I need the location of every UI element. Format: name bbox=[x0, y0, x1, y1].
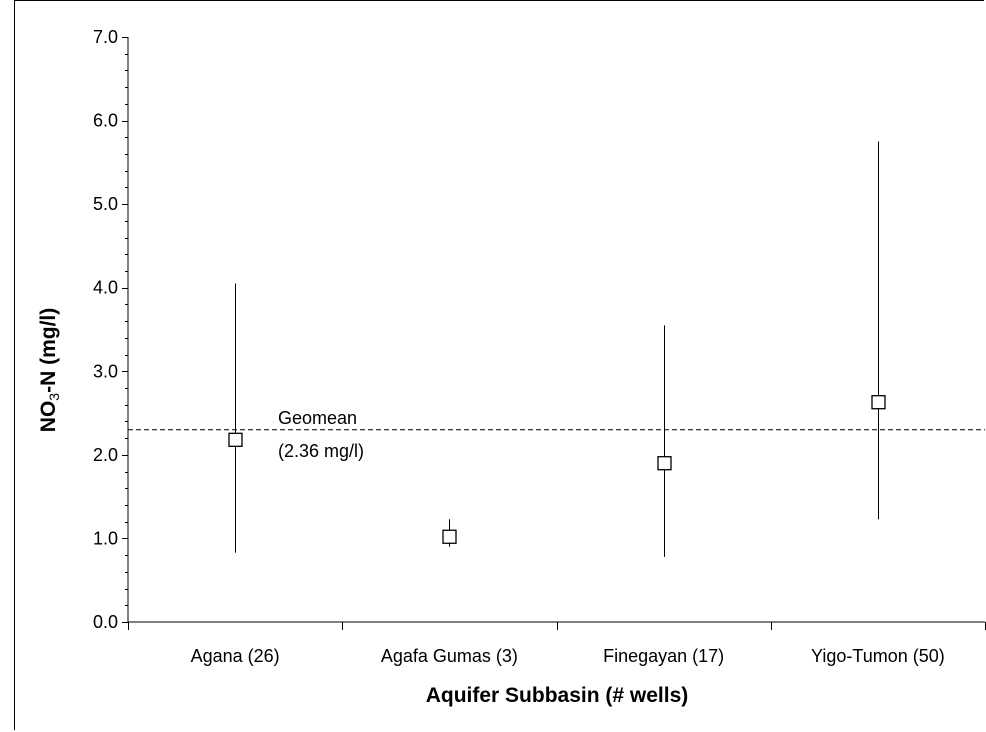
y-axis-title: NO3-N (mg/l) bbox=[37, 308, 62, 432]
data-point-marker bbox=[657, 456, 672, 471]
x-category-label: Finegayan (17) bbox=[603, 646, 724, 666]
y-tick-label: 1.0 bbox=[93, 528, 118, 548]
x-category-label: Yigo-Tumon (50) bbox=[811, 646, 945, 666]
data-point-marker bbox=[442, 529, 457, 544]
geomean-reference: Geomean (2.36 mg/l) bbox=[128, 408, 985, 461]
y-tick-label: 5.0 bbox=[93, 194, 118, 214]
y-axis-title-sub: 3 bbox=[46, 393, 62, 401]
chart-frame bbox=[14, 0, 984, 730]
y-tick-label: 6.0 bbox=[93, 111, 118, 131]
y-tick-label: 2.0 bbox=[93, 445, 118, 465]
x-category-label: Agana (26) bbox=[191, 646, 280, 666]
data-marks bbox=[228, 141, 886, 557]
geomean-value-label: (2.36 mg/l) bbox=[278, 441, 364, 461]
data-point-marker bbox=[228, 432, 243, 447]
y-axis-title-pre: NO bbox=[37, 401, 60, 433]
y-axis-title-post: -N (mg/l) bbox=[37, 308, 60, 393]
y-tick-label: 4.0 bbox=[93, 278, 118, 298]
y-tick-label: 7.0 bbox=[93, 27, 118, 47]
data-point-marker bbox=[871, 395, 886, 410]
axes: 0.0 1.0 2.0 3.0 4.0 5.0 6.0 7.0 Agana (26) Agafa … bbox=[93, 27, 986, 666]
geomean-label: Geomean bbox=[278, 408, 357, 428]
y-tick-label: 3.0 bbox=[93, 361, 118, 381]
x-axis-title: Aquifer Subbasin (# wells) bbox=[426, 684, 689, 707]
y-tick-label: 0.0 bbox=[93, 612, 118, 632]
x-category-label: Agafa Gumas (3) bbox=[381, 646, 518, 666]
